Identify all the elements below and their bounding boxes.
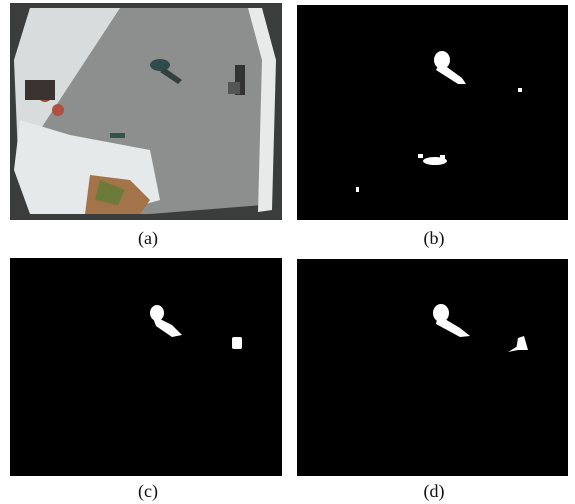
caption: (b) [424,228,445,249]
caption: (c) [138,481,158,502]
figure: (a) (b) (c) (d) [0,0,575,504]
mask-panel [10,258,282,476]
caption: (a) [138,228,158,249]
caption: (d) [424,481,445,502]
photo-panel [10,3,282,220]
mask-panel [297,5,568,220]
page: (a) (b) (c) (d) (() => { const data = JS… [0,0,575,504]
mask-panel [297,259,568,476]
